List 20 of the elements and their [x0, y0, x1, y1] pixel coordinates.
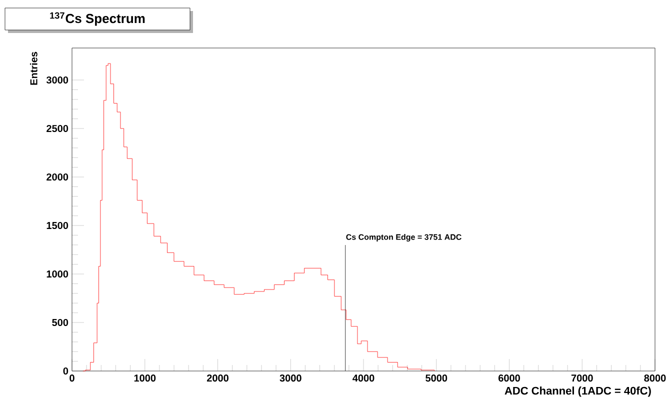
x-tick-label: 2000 — [206, 374, 228, 382]
x-tick-label: 7000 — [571, 374, 593, 382]
x-tick-label: 4000 — [352, 374, 374, 382]
x-tick-label: 5000 — [426, 374, 448, 382]
x-tick-label: 6000 — [498, 374, 520, 382]
x-tick-label: 3000 — [280, 374, 302, 382]
x-axis-title: ADC Channel (1ADC = 40fC) — [504, 386, 651, 397]
x-tick-label: 1000 — [134, 374, 156, 382]
y-tick-label: 2000 — [46, 173, 68, 181]
y-tick-label: 3000 — [46, 76, 68, 84]
x-tick-label: 8000 — [644, 374, 666, 382]
y-tick-label: 500 — [52, 318, 68, 326]
y-tick-label: 0 — [63, 367, 68, 375]
ref-line-label: Cs Compton Edge = 3751 ADC — [346, 234, 462, 242]
y-axis-title: Entries — [30, 52, 38, 85]
y-tick-label: 1000 — [46, 270, 68, 278]
y-tick-label: 2500 — [46, 124, 68, 132]
y-tick-label: 1500 — [46, 222, 68, 230]
chart-title: $^{137}$Cs Spectrum — [50, 12, 145, 26]
x-tick-label: 0 — [70, 374, 74, 382]
